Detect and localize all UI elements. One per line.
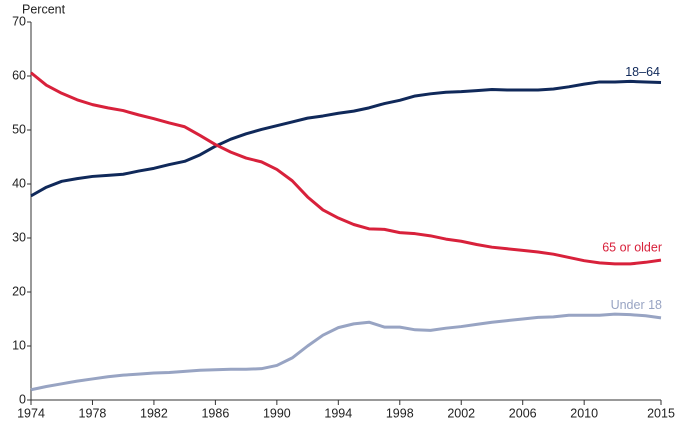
series-line bbox=[30, 79, 662, 198]
x-tick-label: 1994 bbox=[324, 406, 352, 420]
series-label: Under 18 bbox=[611, 298, 662, 312]
y-tick-label: 0 bbox=[19, 392, 26, 406]
y-axis-label: Percent bbox=[22, 2, 66, 16]
y-tick-label: 40 bbox=[12, 176, 26, 190]
x-tick-label: 2002 bbox=[447, 406, 475, 420]
x-tick-label: 1990 bbox=[263, 406, 291, 420]
y-tick-label: 10 bbox=[12, 338, 26, 352]
series-line bbox=[30, 312, 662, 392]
x-tick-label: 1978 bbox=[79, 406, 107, 420]
x-tick-label: 1986 bbox=[201, 406, 229, 420]
x-tick-label: 1974 bbox=[17, 406, 45, 420]
x-tick-label: 1998 bbox=[386, 406, 414, 420]
series-label: 65 or older bbox=[602, 240, 662, 254]
y-tick-label: 30 bbox=[12, 230, 26, 244]
x-tick-label: 2006 bbox=[509, 406, 537, 420]
series-label: 18–64 bbox=[625, 65, 660, 79]
y-tick-label: 50 bbox=[12, 122, 26, 136]
x-tick-label: 2015 bbox=[647, 406, 675, 420]
y-tick-label: 70 bbox=[12, 14, 26, 28]
y-tick-label: 20 bbox=[12, 284, 26, 298]
series-line bbox=[30, 71, 662, 266]
x-tick-label: 1982 bbox=[140, 406, 168, 420]
y-tick-label: 60 bbox=[12, 68, 26, 82]
x-tick-label: 2010 bbox=[570, 406, 598, 420]
